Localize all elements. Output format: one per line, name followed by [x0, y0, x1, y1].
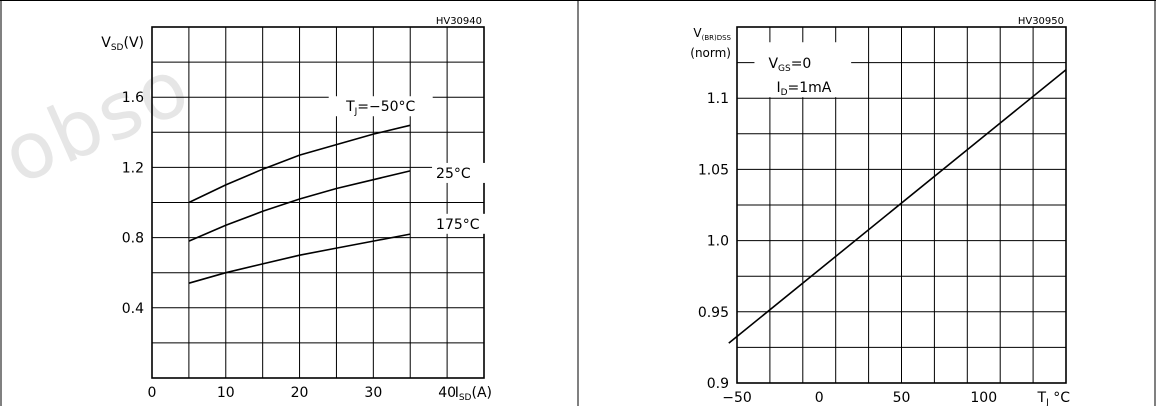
series-label-main: 175°C — [436, 217, 480, 233]
y-tick-label: 1.2 — [122, 160, 144, 176]
y-axis-label-norm: (norm) — [690, 46, 731, 60]
series-label-post: =−50°C — [357, 99, 415, 115]
x-axis-label: ISD(A) — [455, 385, 492, 403]
y-tick-label: 0.8 — [122, 231, 144, 247]
series-label-bg — [432, 162, 495, 183]
condition-label: VGS=0 — [768, 56, 811, 74]
x-axis-label: TJ °C — [1037, 390, 1071, 406]
series-line — [728, 69, 1067, 344]
series-line — [188, 233, 411, 284]
figure-code: HV30940 — [436, 16, 482, 27]
series-label-bg — [432, 213, 495, 234]
series-label: 175°C — [436, 217, 480, 233]
figure-code: HV30950 — [1018, 16, 1064, 27]
series-label: TJ=−50°C — [345, 99, 415, 117]
y-axis-label-sub: (BR)DSS — [702, 34, 732, 42]
x-axis-label-sub: J — [1045, 398, 1049, 406]
y-axis-label: VSD(V) — [101, 35, 144, 53]
x-axis-label-main: I — [455, 385, 459, 401]
x-tick-label: 50 — [893, 390, 911, 406]
condition-label-sub: GS — [778, 64, 791, 74]
y-tick-label: 1.1 — [707, 91, 729, 107]
x-tick-label: 40 — [438, 385, 456, 401]
x-axis-label-sub: SD — [459, 393, 472, 403]
y-axis-label-post: (V) — [123, 35, 144, 51]
series-line — [188, 124, 411, 204]
y-axis-label-main: V — [101, 35, 111, 51]
y-tick-label: 1.0 — [707, 234, 729, 250]
x-axis-label-post: °C — [1049, 390, 1070, 406]
x-tick-label: −50 — [722, 390, 752, 406]
condition-label: ID=1mA — [776, 80, 831, 98]
y-axis-label-sub: SD — [111, 43, 124, 53]
y-axis-label-main: V — [693, 26, 702, 40]
y-tick-label: 0.4 — [122, 301, 144, 317]
condition-label-post: =1mA — [788, 80, 832, 96]
series-label-main: 25°C — [436, 166, 471, 182]
condition-label-post: =0 — [791, 56, 812, 72]
condition-label-sub: D — [781, 88, 788, 98]
condition-label-main: I — [776, 80, 780, 96]
x-tick-label: 0 — [815, 390, 824, 406]
x-tick-label: 100 — [970, 390, 997, 406]
series-label-bg — [328, 96, 433, 117]
plot-frame — [736, 26, 1067, 384]
series-label-main: T — [345, 99, 355, 115]
y-axis-label: V(BR)DSS — [693, 26, 731, 42]
x-axis-label-main: T — [1037, 390, 1047, 406]
y-tick-label: 1.6 — [122, 90, 144, 106]
conditions-box — [754, 42, 852, 98]
x-tick-label: 10 — [217, 385, 235, 401]
series-line — [188, 170, 411, 242]
y-tick-label: 0.95 — [698, 305, 729, 321]
condition-label-main: V — [768, 56, 778, 72]
plot-frame — [151, 26, 485, 379]
x-tick-label: 0 — [148, 385, 157, 401]
x-axis-label-post: (A) — [471, 385, 492, 401]
y-tick-label: 1.05 — [698, 162, 729, 178]
x-tick-label: 30 — [364, 385, 382, 401]
y-tick-label: 0.9 — [707, 376, 729, 392]
series-label-sub: J — [354, 107, 358, 117]
series-label: 25°C — [436, 166, 471, 182]
x-tick-label: 20 — [291, 385, 309, 401]
